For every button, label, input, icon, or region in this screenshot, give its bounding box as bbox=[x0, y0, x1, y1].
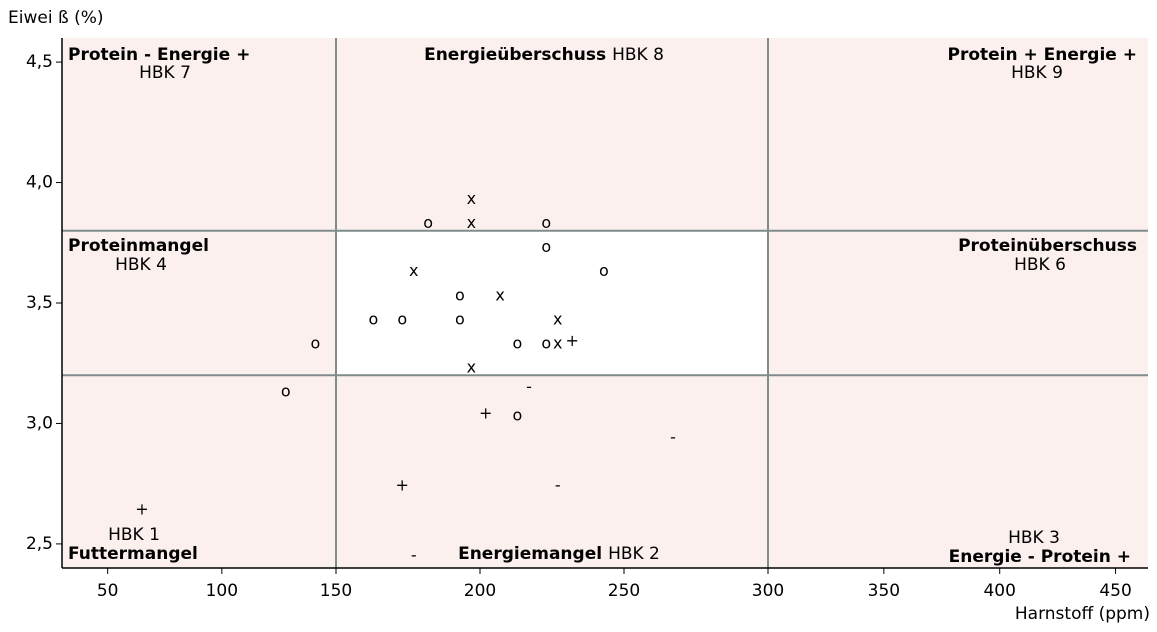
zone-code: HBK 8 bbox=[612, 45, 664, 65]
y-tick-label: 4,0 bbox=[26, 173, 53, 193]
x-tick-label: 350 bbox=[868, 581, 900, 601]
zone-code: HBK 7 bbox=[139, 63, 191, 83]
x-tick-label: 100 bbox=[206, 581, 238, 601]
zone-code: HBK 6 bbox=[1014, 255, 1066, 275]
y-tick-label: 3,0 bbox=[26, 413, 53, 433]
data-point: x bbox=[467, 358, 476, 377]
data-point: o bbox=[541, 237, 551, 256]
x-tick-label: 400 bbox=[983, 581, 1015, 601]
data-point: o bbox=[455, 285, 465, 304]
x-tick-label: 50 bbox=[97, 581, 119, 601]
data-point: x bbox=[553, 333, 562, 352]
data-point: - bbox=[670, 427, 676, 446]
zone-annotation: Energiemangel HBK 2 bbox=[458, 544, 660, 564]
zone-code: HBK 1 bbox=[108, 525, 160, 545]
data-point: o bbox=[541, 333, 551, 352]
data-point: - bbox=[411, 545, 417, 564]
y-axis-label: Eiwei ß (%) bbox=[8, 8, 103, 28]
data-point: o bbox=[311, 333, 321, 352]
data-point: o bbox=[455, 309, 465, 328]
data-point: o bbox=[599, 261, 609, 280]
data-point: x bbox=[553, 309, 562, 328]
x-tick-label: 150 bbox=[320, 581, 352, 601]
data-point: + bbox=[479, 403, 492, 422]
y-tick-label: 3,5 bbox=[26, 293, 53, 313]
zone-annotation: Energieüberschuss HBK 8 bbox=[424, 45, 664, 65]
data-point: x bbox=[495, 285, 504, 304]
y-tick-label: 4,5 bbox=[26, 52, 53, 72]
data-point: o bbox=[397, 309, 407, 328]
x-axis-label: Harnstoff (ppm) bbox=[1015, 604, 1150, 624]
data-point: o bbox=[513, 406, 523, 425]
zone-code: HBK 9 bbox=[1011, 63, 1063, 83]
data-point: o bbox=[423, 213, 433, 232]
data-point: + bbox=[565, 331, 578, 350]
zone-title: Futtermangel bbox=[68, 544, 198, 564]
data-point: + bbox=[135, 500, 148, 519]
zone-title: Proteinüberschuss bbox=[958, 236, 1137, 256]
data-point: - bbox=[555, 476, 561, 495]
zone-title: Protein + Energie + bbox=[947, 45, 1137, 65]
data-point: x bbox=[467, 213, 476, 232]
zone-code: HBK 3 bbox=[1008, 528, 1060, 548]
x-tick-label: 450 bbox=[1099, 581, 1131, 601]
zone-code: HBK 4 bbox=[115, 255, 167, 275]
target-zone bbox=[336, 230, 768, 376]
x-tick-label: 250 bbox=[608, 581, 640, 601]
data-point: o bbox=[369, 309, 379, 328]
zone-code: HBK 2 bbox=[608, 544, 660, 564]
data-point: - bbox=[526, 377, 532, 396]
zone-title: Energiemangel bbox=[458, 544, 602, 564]
zone-title: Proteinmangel bbox=[68, 236, 209, 256]
zone-title: Energieüberschuss bbox=[424, 45, 606, 65]
x-tick-label: 200 bbox=[464, 581, 496, 601]
data-point: o bbox=[513, 333, 523, 352]
data-point: x bbox=[467, 189, 476, 208]
data-point: + bbox=[396, 476, 409, 495]
data-point: o bbox=[541, 213, 551, 232]
x-tick-label: 300 bbox=[752, 581, 784, 601]
data-point: x bbox=[409, 261, 418, 280]
zone-title: Protein - Energie + bbox=[68, 45, 250, 65]
zone-title: Energie - Protein + bbox=[949, 547, 1131, 567]
data-point: o bbox=[281, 382, 291, 401]
y-tick-label: 2,5 bbox=[26, 534, 53, 554]
